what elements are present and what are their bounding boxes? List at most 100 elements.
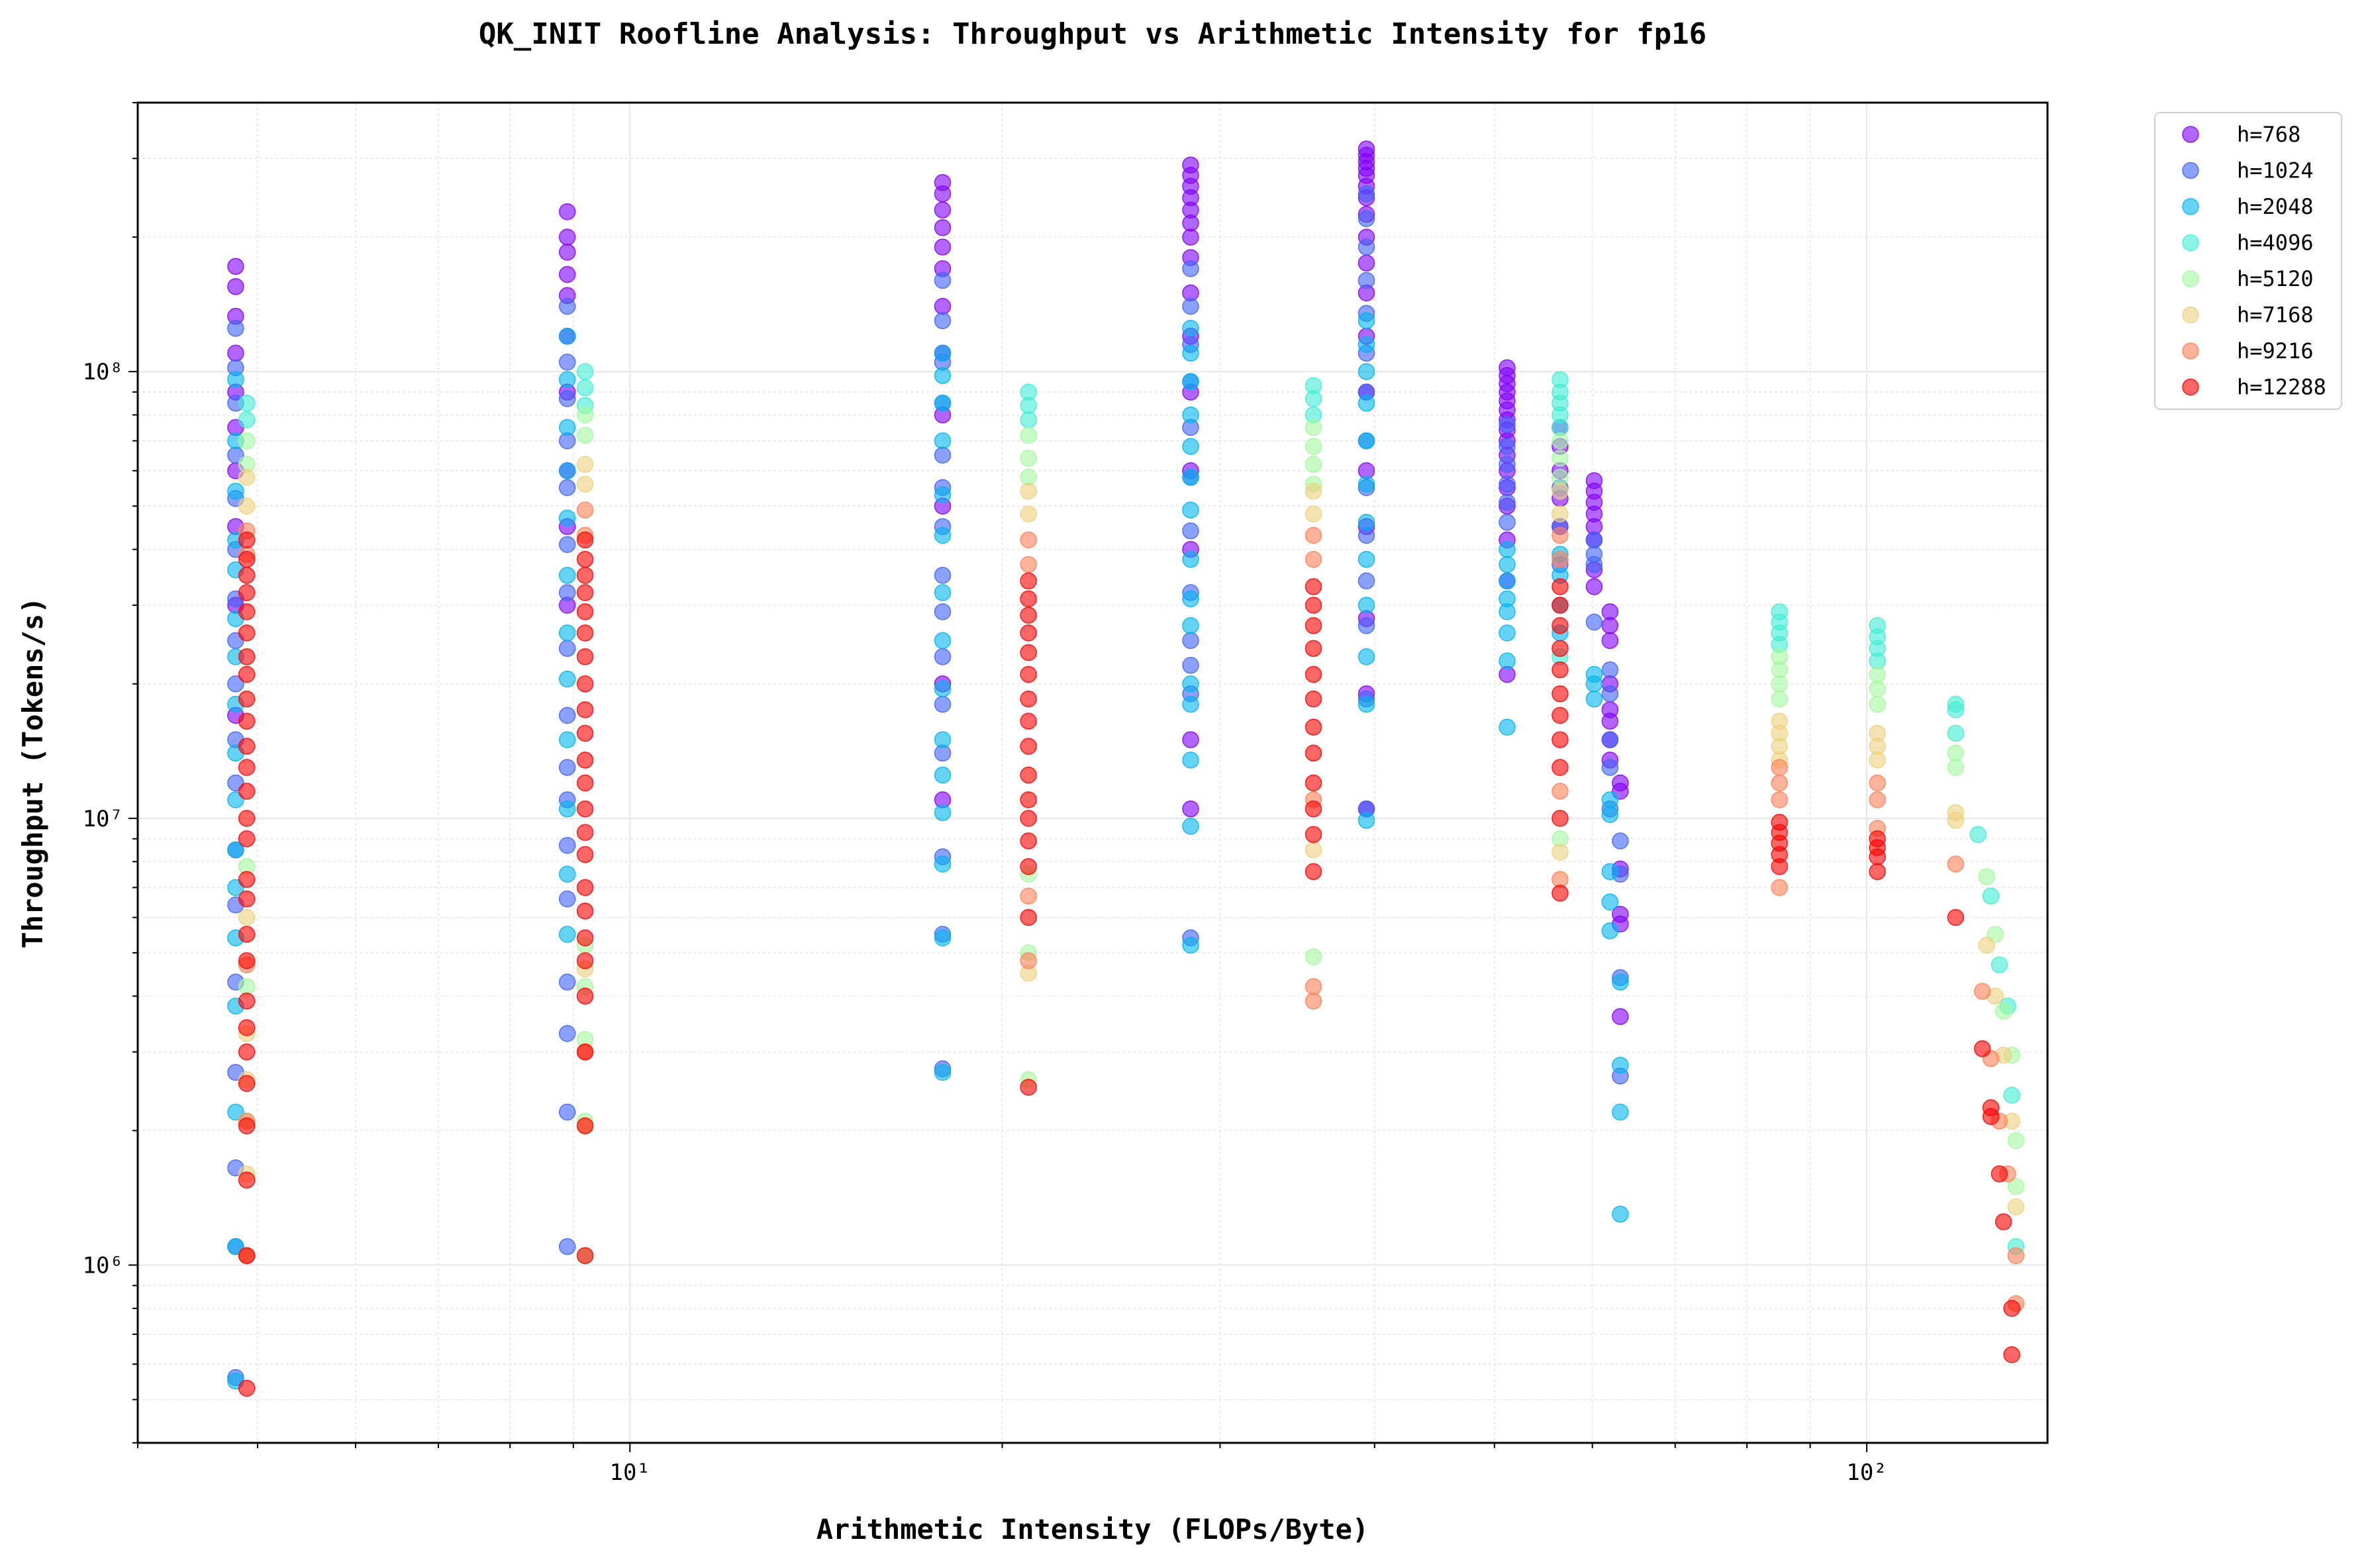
legend-marker [2182,378,2199,396]
data-point [1305,665,1322,683]
data-point [576,567,594,584]
data-point [1182,228,1199,246]
data-point [1552,707,1569,724]
legend-frame [2154,112,2342,410]
data-point [227,841,244,859]
data-point [2003,1346,2020,1363]
data-point [1305,863,1322,881]
data-point [934,367,952,384]
data-point [227,675,244,693]
data-point [1982,887,2000,905]
data-point [1182,344,1199,362]
legend-label: h=9216 [2237,338,2314,364]
legend-marker [2182,342,2199,360]
data-point [1020,531,1037,549]
data-point [558,228,576,246]
data-point [558,354,576,371]
data-point [1947,812,1965,829]
data-point [1585,556,1603,573]
data-point [238,411,256,428]
data-point [1305,550,1322,568]
data-point [1771,791,1788,808]
data-point [1305,841,1322,859]
data-point [1601,806,1619,823]
data-point [2007,1198,2025,1216]
data-point [1978,936,1995,954]
data-point [934,219,952,236]
data-point [1305,640,1322,658]
data-point [558,1238,576,1255]
data-point [1020,590,1037,608]
data-point [1995,1003,2012,1020]
data-point [1305,826,1322,844]
x-axis-label: Arithmetic Intensity (FLOPs/Byte) [816,1513,1369,1545]
data-point [1020,397,1037,415]
data-point [558,926,576,943]
data-point [934,432,952,450]
data-point [1305,978,1322,995]
legend: h=768 h=1024 h=2048 h=4096 h=5120 h=7168 h=921… [2154,112,2342,410]
data-point [576,752,594,769]
data-point [1552,505,1569,522]
data-point [558,865,576,883]
chart-title: QK_INIT Roofline Analysis: Throughput vs… [479,17,1706,51]
data-point [1869,680,1886,697]
data-point [238,395,256,412]
data-point [238,926,256,943]
data-point [1182,617,1199,634]
data-point [1357,185,1375,203]
data-point [558,800,576,818]
data-point [1499,603,1516,620]
data-point [1601,791,1619,808]
data-point [238,993,256,1010]
data-point [1020,908,1037,926]
data-point [227,1238,244,1255]
data-point [1305,526,1322,544]
data-point [1020,556,1037,573]
data-point [1020,665,1037,683]
axes: 10¹ 10² 10⁶ 10⁷ 10⁸ [83,102,1887,1486]
legend-label: h=4096 [2237,230,2314,256]
data-point [1305,718,1322,736]
data-point [934,731,952,748]
data-point [1357,695,1375,713]
data-point [934,185,952,203]
data-point [227,278,244,295]
data-point [1969,826,1987,844]
data-point [227,371,244,388]
y-axis-label: Throughput (Tokens/s) [17,597,49,948]
data-point [1357,432,1375,450]
data-point [576,624,594,642]
data-point [1585,675,1603,693]
data-point [934,680,952,697]
data-point [1357,475,1375,493]
data-point [1552,597,1569,614]
data-point [1020,607,1037,624]
data-point [1552,550,1569,568]
data-point [576,879,594,897]
data-point [934,271,952,289]
data-point [1601,661,1619,679]
data-point [934,238,952,256]
data-point [558,584,576,601]
data-point [1552,685,1569,703]
data-point [1585,578,1603,595]
data-point [238,690,256,708]
data-point [238,871,256,888]
data-point [934,567,952,584]
data-points [227,140,2025,1397]
data-point [238,531,256,549]
data-point [1305,948,1322,965]
data-point [1182,800,1199,818]
data-point [576,846,594,863]
data-point [1601,893,1619,910]
data-point [1552,578,1569,595]
data-point [238,810,256,827]
data-point [1771,774,1788,792]
data-point [1947,724,1965,742]
data-point [1020,832,1037,850]
data-point [1182,260,1199,277]
data-point [1357,812,1375,829]
data-point [1499,652,1516,670]
